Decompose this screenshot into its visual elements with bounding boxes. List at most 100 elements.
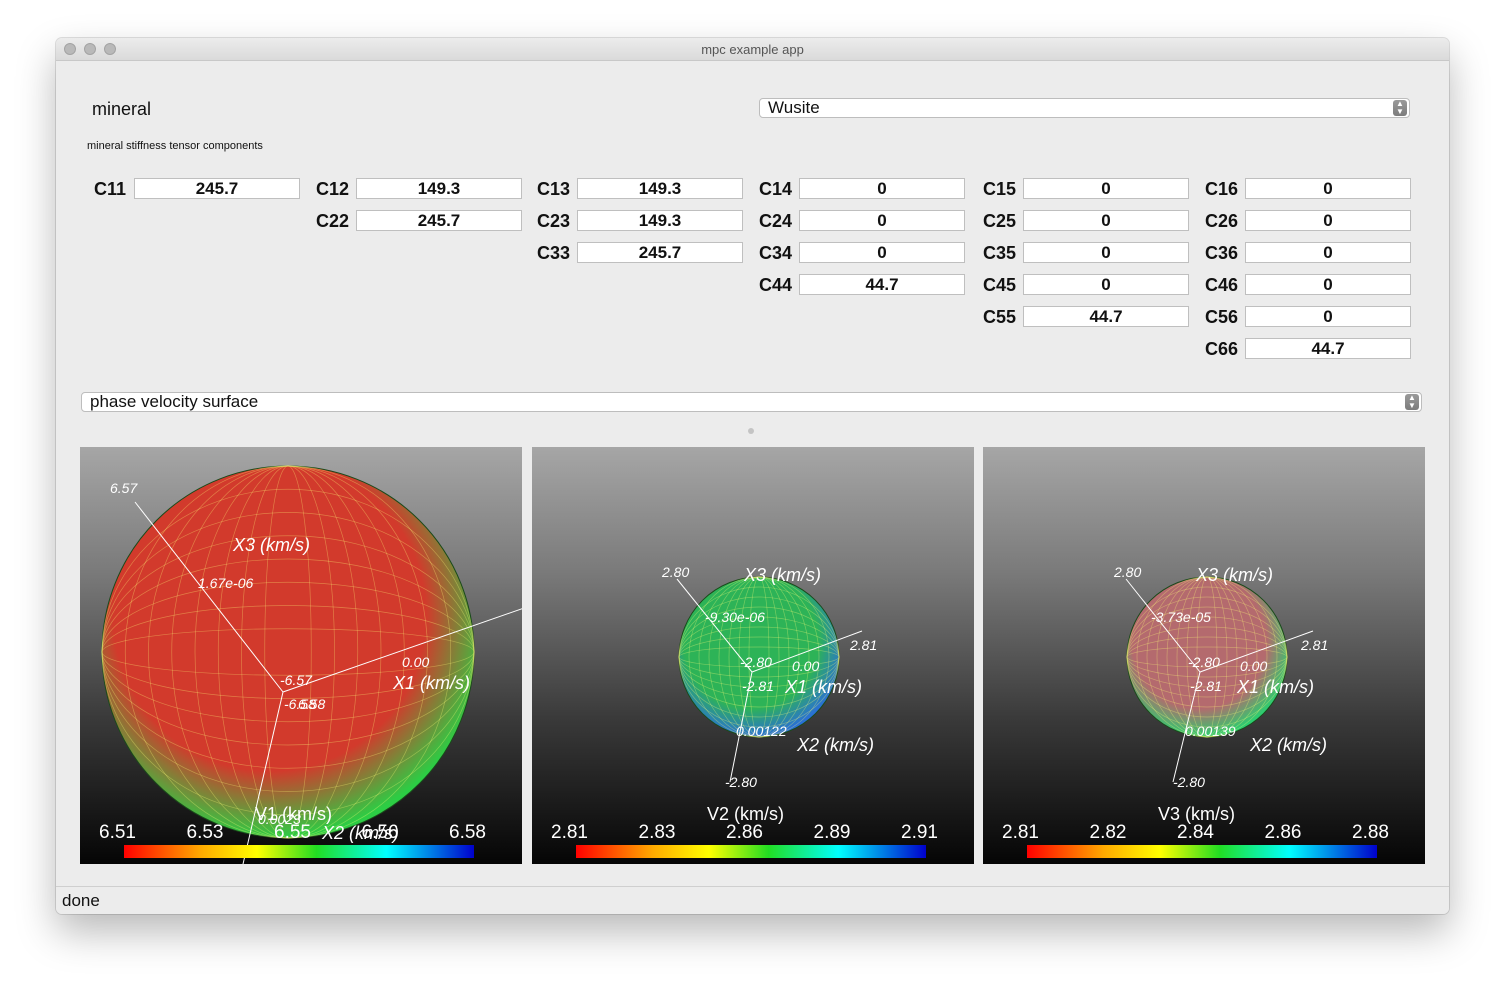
- field-c25[interactable]: 0: [1023, 210, 1189, 231]
- axis-line-3: [729, 671, 753, 783]
- splitter-handle[interactable]: [748, 428, 754, 434]
- velocity-plot-v1[interactable]: 6.57 1.67e-06 -6.57 0.00 -6.58 6.58 0.0023 X3 (…: [80, 447, 522, 864]
- axis-tick-label: 1.67e-06: [198, 575, 253, 591]
- axis-tick-label: -2.80: [1188, 654, 1220, 670]
- field-c34[interactable]: 0: [799, 242, 965, 263]
- label-c33: C33: [537, 243, 571, 263]
- label-c13: C13: [537, 179, 571, 199]
- velocity-plot-v3[interactable]: 2.80 -3.73e-05 2.81 -2.80 0.00 -2.81 0.00139 -2…: [983, 447, 1425, 864]
- field-c15[interactable]: 0: [1023, 178, 1189, 199]
- label-c46: C46: [1205, 275, 1239, 295]
- status-text: done: [62, 891, 100, 910]
- mineral-label: mineral: [92, 99, 152, 119]
- field-c24[interactable]: 0: [799, 210, 965, 231]
- axis-tick-label: -9.30e-06: [705, 609, 765, 625]
- colorbar-title: V2 (km/s): [707, 804, 784, 824]
- colorbar: [576, 845, 926, 858]
- axis-title: X2 (km/s): [796, 735, 874, 755]
- app-window: mpc example app mineral Wusite ▲ ▼ minera…: [56, 38, 1449, 914]
- colorbar-title: V1 (km/s): [255, 804, 332, 824]
- label-c35: C35: [983, 243, 1017, 263]
- axis-tick-label: -2.81: [742, 678, 774, 694]
- colorbar-tick-label: 2.88: [1352, 822, 1389, 843]
- field-c23[interactable]: 149.3: [577, 210, 743, 231]
- plot-type-select[interactable]: phase velocity surface ▲ ▼: [81, 392, 1422, 412]
- label-c12: C12: [316, 179, 350, 199]
- colorbar-tick-label: 6.53: [187, 822, 224, 843]
- axis-line-1: [134, 501, 284, 693]
- field-c46[interactable]: 0: [1245, 274, 1411, 295]
- colorbar-tick-label: 2.81: [1002, 822, 1039, 843]
- mineral-select-value: Wusite: [768, 98, 820, 117]
- axis-title: X2 (km/s): [321, 823, 399, 843]
- label-c14: C14: [759, 179, 793, 199]
- field-c11[interactable]: 245.7: [134, 178, 300, 199]
- field-c33[interactable]: 245.7: [577, 242, 743, 263]
- sphere-mesh: [101, 465, 475, 839]
- label-c22: C22: [316, 211, 350, 231]
- field-c12[interactable]: 149.3: [356, 178, 522, 199]
- close-window-button[interactable]: [64, 43, 76, 55]
- tensor-section-label: mineral stiffness tensor components: [87, 140, 263, 152]
- field-c45[interactable]: 0: [1023, 274, 1189, 295]
- label-c45: C45: [983, 275, 1017, 295]
- axis-title: X1 (km/s): [784, 677, 862, 697]
- label-c44: C44: [759, 275, 793, 295]
- colorbar-tick-label: 6.55: [274, 822, 311, 843]
- field-c66[interactable]: 44.7: [1245, 338, 1411, 359]
- chevron-updown-icon: ▲ ▼: [1393, 100, 1407, 116]
- status-bar: done: [56, 886, 1449, 914]
- mineral-select[interactable]: Wusite ▲ ▼: [759, 98, 1410, 118]
- colorbar-tick-label: 6.58: [449, 822, 486, 843]
- colorbar-tick-label: 2.81: [551, 822, 588, 843]
- axis-line-1: [676, 578, 753, 673]
- colorbar-tick-label: 6.56: [362, 822, 399, 843]
- colorbar-title: V3 (km/s): [1158, 804, 1235, 824]
- axis-tick-label: 0.0023: [258, 811, 301, 827]
- chevron-updown-icon: ▲ ▼: [1405, 394, 1419, 410]
- label-c23: C23: [537, 211, 571, 231]
- label-c11: C11: [94, 179, 127, 199]
- colorbar-tick-label: 6.51: [99, 822, 136, 843]
- zoom-window-button[interactable]: [104, 43, 116, 55]
- axis-tick-label: 0.00: [1240, 658, 1267, 674]
- field-c36[interactable]: 0: [1245, 242, 1411, 263]
- axis-line-3: [1172, 671, 1201, 783]
- label-c56: C56: [1205, 307, 1239, 327]
- axis-tick-label: 2.81: [849, 637, 877, 653]
- axis-line-2: [751, 630, 863, 673]
- field-c13[interactable]: 149.3: [577, 178, 743, 199]
- velocity-sphere: [1126, 576, 1288, 738]
- field-c26[interactable]: 0: [1245, 210, 1411, 231]
- velocity-sphere: [678, 576, 840, 738]
- axis-tick-label: 0.00139: [1185, 723, 1236, 739]
- axis-tick-label: -2.81: [1190, 678, 1222, 694]
- label-c66: C66: [1205, 339, 1239, 359]
- plot-type-select-value: phase velocity surface: [90, 392, 259, 411]
- label-c26: C26: [1205, 211, 1239, 231]
- field-c55[interactable]: 44.7: [1023, 306, 1189, 327]
- field-c22[interactable]: 245.7: [356, 210, 522, 231]
- label-c55: C55: [983, 307, 1017, 327]
- axis-title: X3 (km/s): [743, 565, 821, 585]
- field-c14[interactable]: 0: [799, 178, 965, 199]
- field-c44[interactable]: 44.7: [799, 274, 965, 295]
- field-c56[interactable]: 0: [1245, 306, 1411, 327]
- colorbar-tick-label: 2.86: [726, 822, 763, 843]
- colorbar: [1027, 845, 1377, 858]
- axis-tick-label: 6.58: [298, 696, 325, 712]
- label-c24: C24: [759, 211, 793, 231]
- field-c35[interactable]: 0: [1023, 242, 1189, 263]
- title-bar: mpc example app: [56, 38, 1449, 61]
- label-c34: C34: [759, 243, 793, 263]
- colorbar-tick-label: 2.86: [1265, 822, 1302, 843]
- field-c16[interactable]: 0: [1245, 178, 1411, 199]
- axis-tick-label: -6.58: [284, 696, 316, 712]
- colorbar-tick-label: 2.82: [1090, 822, 1127, 843]
- axis-title: X2 (km/s): [1249, 735, 1327, 755]
- minimize-window-button[interactable]: [84, 43, 96, 55]
- velocity-sphere: [101, 465, 475, 839]
- velocity-plot-v2[interactable]: 2.80 -9.30e-06 2.81 -2.80 0.00 -2.81 0.00122 -2…: [532, 447, 974, 864]
- axis-tick-label: 2.80: [661, 564, 689, 580]
- axis-line-1: [1125, 578, 1201, 673]
